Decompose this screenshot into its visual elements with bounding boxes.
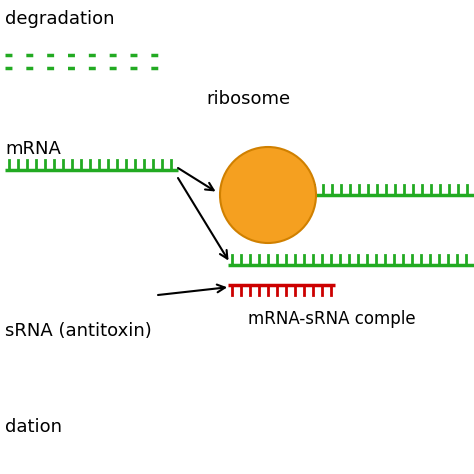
Text: degradation: degradation xyxy=(5,10,115,28)
Text: sRNA (antitoxin): sRNA (antitoxin) xyxy=(5,322,152,340)
Circle shape xyxy=(220,147,316,243)
Text: mRNA: mRNA xyxy=(5,140,61,158)
Text: mRNA-sRNA comple: mRNA-sRNA comple xyxy=(248,310,416,328)
Text: dation: dation xyxy=(5,418,62,436)
Text: ribosome: ribosome xyxy=(206,90,290,108)
